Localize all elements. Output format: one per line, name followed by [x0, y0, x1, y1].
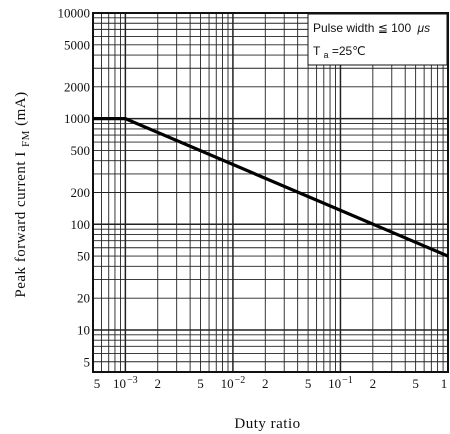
annotation-leq-symbol: ≦	[378, 21, 388, 35]
y-axis-label-main: Peak forward current I	[13, 151, 29, 297]
y-tick-label: 100	[71, 217, 91, 232]
y-axis-label-subscript: FM	[20, 130, 32, 147]
annotation-temp-subscript: a	[323, 50, 328, 60]
series-layer	[93, 117, 449, 258]
x-tick-label: 1	[441, 376, 448, 391]
x-tick-label: 10−3	[113, 375, 138, 391]
x-tick-label: 2	[262, 376, 269, 391]
annotation-pulse-label: Pulse width	[313, 21, 374, 35]
x-tick-label: 5	[197, 376, 204, 391]
y-tick-labels: 10000 5000 2000 1000 500 200 100 50 20 10 5	[58, 6, 91, 370]
y-axis-label-unit: (mA)	[13, 91, 29, 126]
annotation-temp-value: =25℃	[332, 44, 366, 58]
x-tick-label: 2	[154, 376, 161, 391]
annotation-temperature: T a =25℃	[313, 44, 366, 61]
y-tick-label: 10	[77, 322, 90, 337]
x-axis-label: Duty ratio	[234, 416, 300, 432]
grid-lines	[93, 13, 448, 372]
x-tick-label: 10−1	[328, 375, 353, 391]
y-tick-label: 500	[71, 143, 91, 158]
x-tick-label: 10−2	[221, 375, 246, 391]
x-tick-label: 5	[94, 376, 101, 391]
y-axis-label: Peak forward current I FM (mA)	[13, 91, 33, 297]
y-tick-label: 20	[77, 291, 90, 306]
x-tick-label: 2	[370, 376, 377, 391]
y-tick-label: 200	[71, 185, 91, 200]
annotation-pulse-value: 100	[391, 21, 411, 35]
y-tick-label: 2000	[64, 79, 90, 94]
annotation-pulse-unit: μs	[417, 21, 431, 35]
annotation-temp-symbol: T	[313, 44, 321, 58]
y-tick-label: 5000	[64, 37, 90, 52]
x-tick-label: 5	[412, 376, 419, 391]
y-tick-label: 50	[77, 249, 90, 264]
y-tick-label: 1000	[64, 111, 90, 126]
series-line	[93, 117, 449, 258]
x-tick-labels: 5 10−3 2 5 10−2 2 5 10−1 2 5 1	[94, 375, 448, 391]
annotation-pulse-width: Pulse width ≦ 100 μs	[313, 21, 430, 35]
x-tick-label: 5	[305, 376, 312, 391]
y-tick-label: 5	[84, 354, 91, 369]
annotation-box-frame	[307, 13, 448, 66]
annotation-box: Pulse width ≦ 100 μs T a =25℃	[307, 13, 448, 66]
y-tick-label: 10000	[58, 6, 91, 21]
plot-frame	[92, 12, 449, 373]
